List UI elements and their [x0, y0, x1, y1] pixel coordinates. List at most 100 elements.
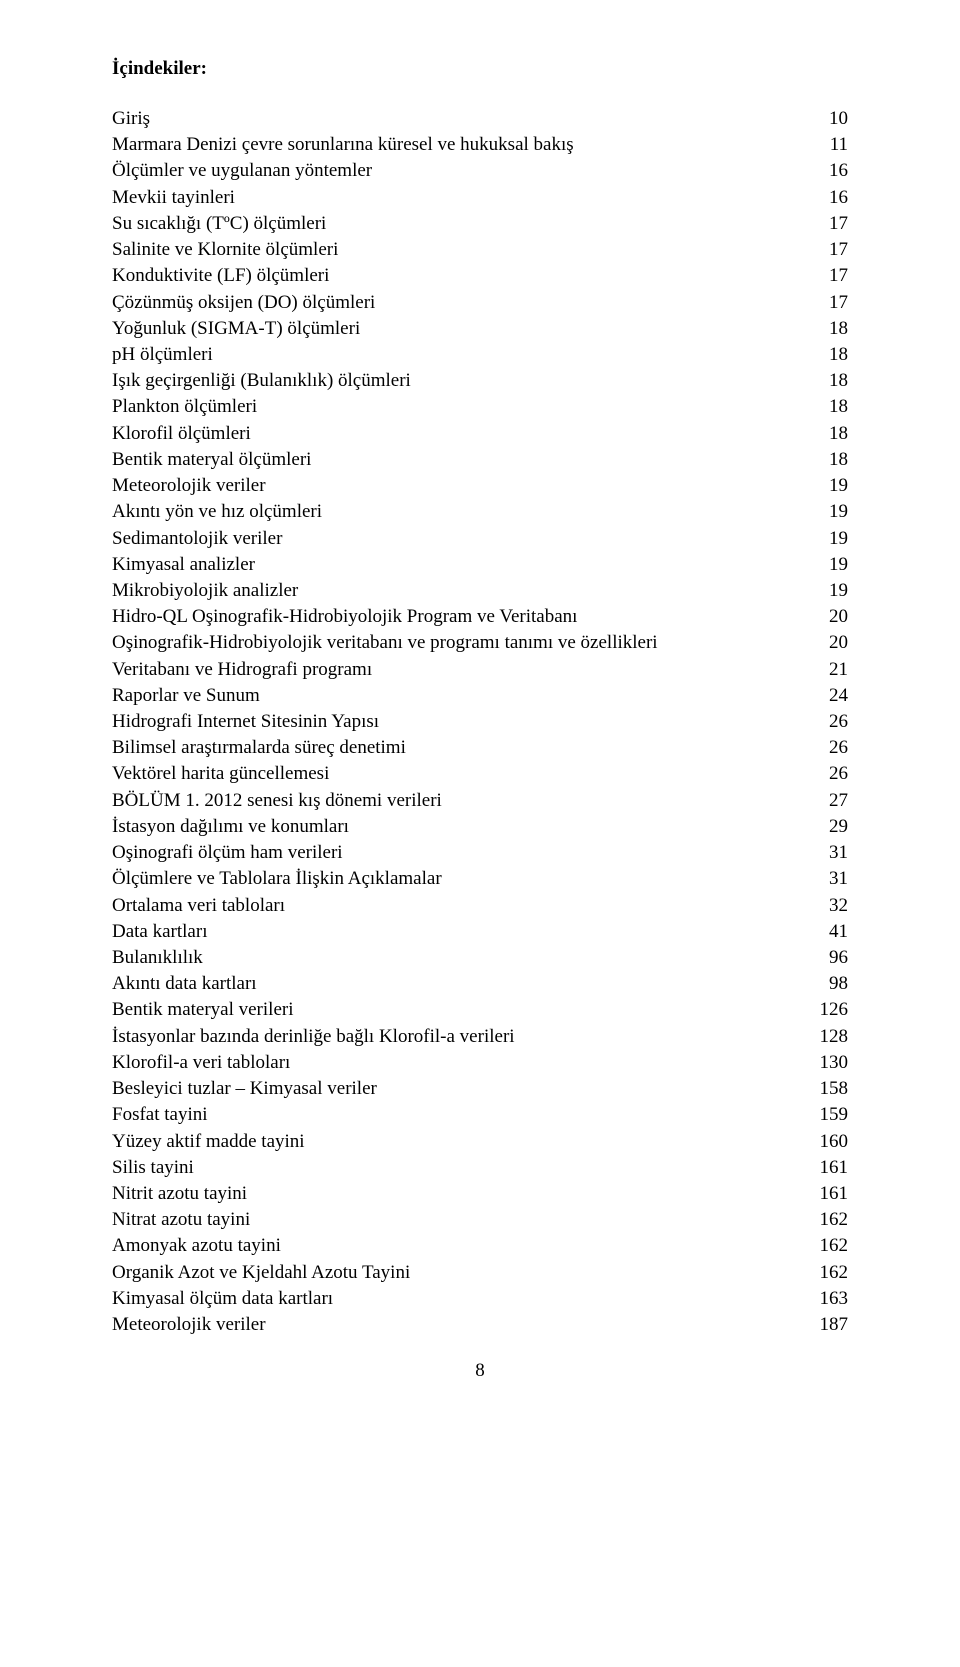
toc-entry-page: 160 — [808, 1129, 848, 1155]
toc-entry-page: 24 — [808, 683, 848, 709]
toc-entry-page: 17 — [808, 237, 848, 263]
toc-entry-page: 187 — [808, 1312, 848, 1338]
toc-row: Sedimantolojik veriler19 — [112, 526, 848, 552]
toc-entry-page: 17 — [808, 263, 848, 289]
toc-entry-page: 31 — [808, 840, 848, 866]
toc-row: Bilimsel araştırmalarda süreç denetimi26 — [112, 735, 848, 761]
toc-row: Nitrit azotu tayini161 — [112, 1181, 848, 1207]
toc-entry-page: 26 — [808, 761, 848, 787]
toc-entry-page: 26 — [808, 709, 848, 735]
toc-entry-page: 17 — [808, 211, 848, 237]
toc-entry-label: Klorofil-a veri tabloları — [112, 1050, 808, 1076]
toc-row: Oşinografik-Hidrobiyolojik veritabanı ve… — [112, 630, 848, 656]
toc-entry-label: Besleyici tuzlar – Kimyasal veriler — [112, 1076, 808, 1102]
toc-entry-label: Işık geçirgenliği (Bulanıklık) ölçümleri — [112, 368, 808, 394]
toc-entry-label: Oşinografik-Hidrobiyolojik veritabanı ve… — [112, 630, 808, 656]
toc-row: Oşinografi ölçüm ham verileri31 — [112, 840, 848, 866]
toc-row: Hidro-QL Oşinografik-Hidrobiyolojik Prog… — [112, 604, 848, 630]
toc-entry-label: Data kartları — [112, 919, 808, 945]
toc-entry-label: Yoğunluk (SIGMA-T) ölçümleri — [112, 316, 808, 342]
toc-entry-label: Akıntı data kartları — [112, 971, 808, 997]
toc-row: Ortalama veri tabloları32 — [112, 893, 848, 919]
toc-entry-page: 19 — [808, 473, 848, 499]
toc-entry-page: 20 — [808, 604, 848, 630]
toc-entry-label: Bentik materyal verileri — [112, 997, 808, 1023]
toc-entry-label: Sedimantolojik veriler — [112, 526, 808, 552]
toc-entry-page: 17 — [808, 290, 848, 316]
toc-row: Meteorolojik veriler19 — [112, 473, 848, 499]
toc-row: Bentik materyal ölçümleri18 — [112, 447, 848, 473]
toc-row: Silis tayini161 — [112, 1155, 848, 1181]
toc-entry-label: Giriş — [112, 106, 808, 132]
toc-entry-page: 19 — [808, 578, 848, 604]
toc-entry-label: Su sıcaklığı (TºC) ölçümleri — [112, 211, 808, 237]
toc-row: Mikrobiyolojik analizler19 — [112, 578, 848, 604]
toc-entry-page: 18 — [808, 394, 848, 420]
toc-entry-page: 163 — [808, 1286, 848, 1312]
toc-row: Kimyasal analizler19 — [112, 552, 848, 578]
toc-entry-label: Mikrobiyolojik analizler — [112, 578, 808, 604]
toc-row: Ölçümlere ve Tablolara İlişkin Açıklamal… — [112, 866, 848, 892]
toc-entry-label: Fosfat tayini — [112, 1102, 808, 1128]
toc-entry-page: 20 — [808, 630, 848, 656]
toc-entry-label: Ortalama veri tabloları — [112, 893, 808, 919]
toc-entry-label: pH ölçümleri — [112, 342, 808, 368]
toc-entry-page: 18 — [808, 342, 848, 368]
toc-entry-label: Plankton ölçümleri — [112, 394, 808, 420]
toc-entry-page: 32 — [808, 893, 848, 919]
toc-entry-label: Vektörel harita güncellemesi — [112, 761, 808, 787]
toc-entry-label: Salinite ve Klornite ölçümleri — [112, 237, 808, 263]
toc-entry-label: Hidrografi Internet Sitesinin Yapısı — [112, 709, 808, 735]
toc-entry-label: Silis tayini — [112, 1155, 808, 1181]
toc-entry-page: 18 — [808, 316, 848, 342]
toc-entry-label: BÖLÜM 1. 2012 senesi kış dönemi verileri — [112, 788, 808, 814]
toc-row: Meteorolojik veriler187 — [112, 1312, 848, 1338]
toc-entry-label: İstasyonlar bazında derinliğe bağlı Klor… — [112, 1024, 808, 1050]
toc-entry-page: 159 — [808, 1102, 848, 1128]
toc-row: Klorofil ölçümleri18 — [112, 421, 848, 447]
toc-entry-page: 26 — [808, 735, 848, 761]
toc-entry-page: 29 — [808, 814, 848, 840]
toc-entry-page: 41 — [808, 919, 848, 945]
toc-entry-page: 161 — [808, 1155, 848, 1181]
toc-entry-label: Bulanıklılık — [112, 945, 808, 971]
toc-entry-page: 18 — [808, 447, 848, 473]
toc-row: Vektörel harita güncellemesi26 — [112, 761, 848, 787]
toc-row: Besleyici tuzlar – Kimyasal veriler158 — [112, 1076, 848, 1102]
toc-row: Su sıcaklığı (TºC) ölçümleri17 — [112, 211, 848, 237]
toc-row: Veritabanı ve Hidrografi programı21 — [112, 657, 848, 683]
toc-entry-page: 19 — [808, 526, 848, 552]
toc-row: Akıntı data kartları98 — [112, 971, 848, 997]
toc-row: Bentik materyal verileri126 — [112, 997, 848, 1023]
toc-entry-label: Akıntı yön ve hız olçümleri — [112, 499, 808, 525]
toc-entry-page: 16 — [808, 185, 848, 211]
toc-entry-page: 161 — [808, 1181, 848, 1207]
toc-row: Marmara Denizi çevre sorunlarına küresel… — [112, 132, 848, 158]
toc-entry-label: Hidro-QL Oşinografik-Hidrobiyolojik Prog… — [112, 604, 808, 630]
toc-entry-label: Nitrat azotu tayini — [112, 1207, 808, 1233]
toc-entry-label: Çözünmüş oksijen (DO) ölçümleri — [112, 290, 808, 316]
toc-row: pH ölçümleri18 — [112, 342, 848, 368]
toc-entry-label: Ölçümler ve uygulanan yöntemler — [112, 158, 808, 184]
toc-row: Kimyasal ölçüm data kartları163 — [112, 1286, 848, 1312]
toc-entry-label: Klorofil ölçümleri — [112, 421, 808, 447]
toc-row: Klorofil-a veri tabloları130 — [112, 1050, 848, 1076]
toc-row: İstasyonlar bazında derinliğe bağlı Klor… — [112, 1024, 848, 1050]
toc-entry-label: Kimyasal ölçüm data kartları — [112, 1286, 808, 1312]
toc-entry-label: Oşinografi ölçüm ham verileri — [112, 840, 808, 866]
toc-row: İstasyon dağılımı ve konumları29 — [112, 814, 848, 840]
toc-entry-label: Organik Azot ve Kjeldahl Azotu Tayini — [112, 1260, 808, 1286]
toc-entry-label: Meteorolojik veriler — [112, 1312, 808, 1338]
toc-entry-label: Ölçümlere ve Tablolara İlişkin Açıklamal… — [112, 866, 808, 892]
toc-row: Işık geçirgenliği (Bulanıklık) ölçümleri… — [112, 368, 848, 394]
toc-row: Plankton ölçümleri18 — [112, 394, 848, 420]
toc-list: Giriş10Marmara Denizi çevre sorunlarına … — [112, 106, 848, 1338]
toc-entry-label: Kimyasal analizler — [112, 552, 808, 578]
toc-row: Giriş10 — [112, 106, 848, 132]
page-number: 8 — [112, 1360, 848, 1382]
toc-row: Yoğunluk (SIGMA-T) ölçümleri18 — [112, 316, 848, 342]
toc-row: Salinite ve Klornite ölçümleri17 — [112, 237, 848, 263]
toc-entry-label: Mevkii tayinleri — [112, 185, 808, 211]
toc-row: Akıntı yön ve hız olçümleri19 — [112, 499, 848, 525]
toc-entry-page: 19 — [808, 552, 848, 578]
